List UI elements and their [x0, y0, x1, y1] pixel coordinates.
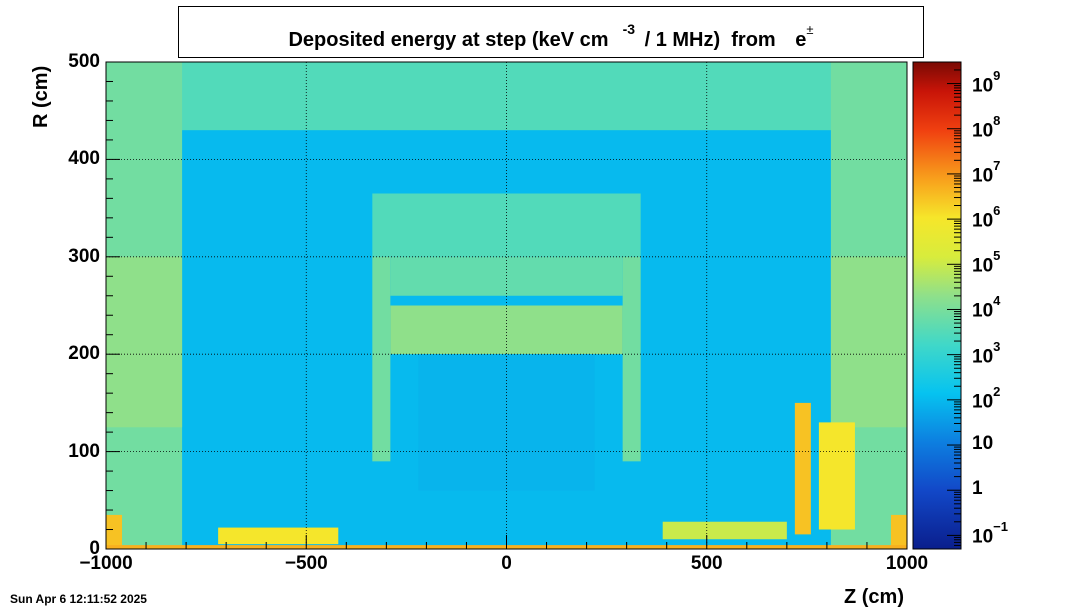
heatmap-region	[890, 514, 907, 549]
heatmap-region	[622, 256, 641, 462]
heatmap-region	[794, 402, 811, 535]
heatmap-region	[106, 62, 907, 131]
heatmap-region	[218, 527, 339, 545]
colorbar-tick-label: 105	[972, 248, 1001, 277]
x-tick-label: 1000	[885, 553, 929, 574]
y-tick-label: 0	[89, 538, 100, 559]
heatmap-region	[830, 256, 907, 428]
heatmap-region	[372, 193, 641, 257]
y-tick-label: 200	[68, 343, 100, 365]
heatmap-region	[106, 514, 123, 549]
heatmap-region	[390, 256, 623, 296]
colorbar-tick-label: 104	[972, 293, 1001, 322]
x-tick-label: −500	[284, 553, 328, 574]
y-tick-label: 400	[68, 148, 100, 170]
colorbar-tick-label: 106	[972, 203, 1001, 232]
title-exponent: -3	[622, 21, 636, 37]
colorbar-tick-label: 109	[972, 67, 1001, 96]
heatmap-region	[662, 521, 787, 540]
x-axis-title: Z (cm)	[844, 586, 904, 608]
chart-title: Deposited energy at step (keV cm -3 / 1 M…	[288, 21, 814, 51]
y-tick-label: 300	[68, 245, 100, 267]
x-tick-label: 500	[690, 553, 723, 574]
x-tick-label: −1000	[79, 553, 133, 574]
colorbar-tick-label: 10−1	[972, 519, 1008, 548]
heatmap-region	[106, 256, 183, 428]
x-tick-label: 0	[501, 553, 512, 574]
colorbar-tick-label: 107	[972, 157, 1001, 187]
title-particle-sup: ±	[806, 22, 814, 37]
colorbar-tick-label: 10	[972, 433, 994, 455]
colorbar-tick-label: 108	[972, 112, 1001, 142]
colorbar-tick-label: 1	[972, 478, 983, 500]
chart-title-box: Deposited energy at step (keV cm -3 / 1 M…	[178, 6, 924, 58]
datestamp: Sun Apr 6 12:11:52 2025	[10, 592, 147, 606]
colorbar-tick-label: 102	[972, 383, 1001, 413]
colorbar	[912, 61, 962, 550]
heatmap-region	[372, 256, 391, 462]
y-axis-title: R (cm)	[30, 65, 52, 128]
colorbar-tick-label: 103	[972, 338, 1001, 367]
heatmap-region	[818, 422, 855, 530]
y-tick-label: 100	[68, 440, 100, 462]
y-tick-label: 500	[68, 51, 100, 72]
